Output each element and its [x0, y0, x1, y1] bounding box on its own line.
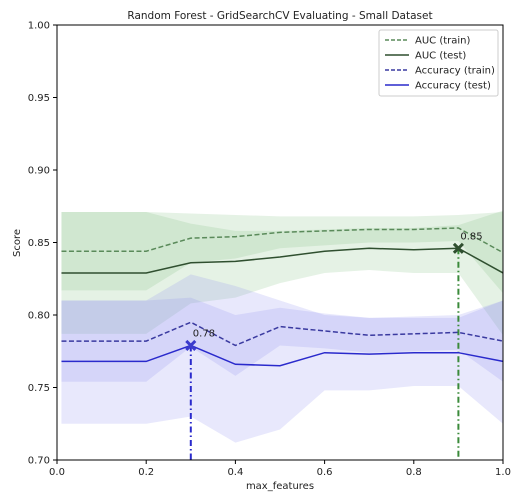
- band-auc-test: [61, 210, 504, 336]
- legend-label-auc-train: AUC (train): [415, 36, 470, 47]
- x-tick-label: 0.8: [406, 467, 422, 478]
- best-score-label-auc-test: 0.85: [460, 231, 482, 242]
- best-marker-accuracy-test: [185, 339, 197, 352]
- x-axis-label: max_features: [246, 481, 314, 492]
- y-tick-label: 0.90: [28, 166, 50, 177]
- x-axis-ticks: 0.0 0.2 0.4 0.6 0.8 1.0: [49, 460, 511, 478]
- legend: AUC (train) AUC (test) Accuracy (train) Acc…: [378, 29, 499, 97]
- legend-label-accuracy-test: Accuracy (test): [415, 81, 491, 92]
- chart-title: Random Forest - GridSearchCV Evaluating …: [127, 10, 432, 22]
- best-score-lines: [189, 248, 460, 460]
- legend-box: [378, 29, 499, 97]
- x-tick-label: 0.6: [317, 467, 333, 478]
- best-score-markers: 0.85 0.78: [185, 231, 483, 352]
- band-accuracy-test: [61, 274, 504, 443]
- band-accuracy-train: [61, 297, 504, 382]
- legend-label-accuracy-train: Accuracy (train): [415, 66, 495, 77]
- line-accuracy-train: [61, 321, 504, 347]
- y-axis-ticks: 0.70 0.75 0.80 0.85 0.90 0.95 1.00: [28, 21, 57, 467]
- line-accuracy-test: [61, 344, 504, 367]
- legend-label-auc-test: AUC (test): [415, 51, 466, 62]
- band-auc-train: [61, 212, 504, 294]
- y-tick-label: 0.80: [28, 311, 50, 322]
- series-lines: [61, 227, 504, 367]
- y-tick-label: 0.95: [28, 93, 50, 104]
- y-tick-label: 0.75: [28, 383, 50, 394]
- x-tick-label: 1.0: [495, 467, 511, 478]
- y-tick-label: 0.85: [28, 238, 50, 249]
- y-tick-label: 1.00: [28, 21, 50, 32]
- best-score-label-accuracy-test: 0.78: [193, 328, 215, 339]
- best-marker-auc-test: [452, 242, 464, 254]
- x-tick-label: 0.2: [138, 467, 154, 478]
- y-axis-label: Score: [12, 229, 23, 257]
- x-tick-label: 0.4: [227, 467, 243, 478]
- x-tick-label: 0.0: [49, 467, 65, 478]
- line-auc-train: [61, 227, 504, 254]
- line-auc-test: [61, 247, 504, 274]
- confidence-bands: [61, 210, 504, 443]
- y-tick-label: 0.70: [28, 456, 50, 467]
